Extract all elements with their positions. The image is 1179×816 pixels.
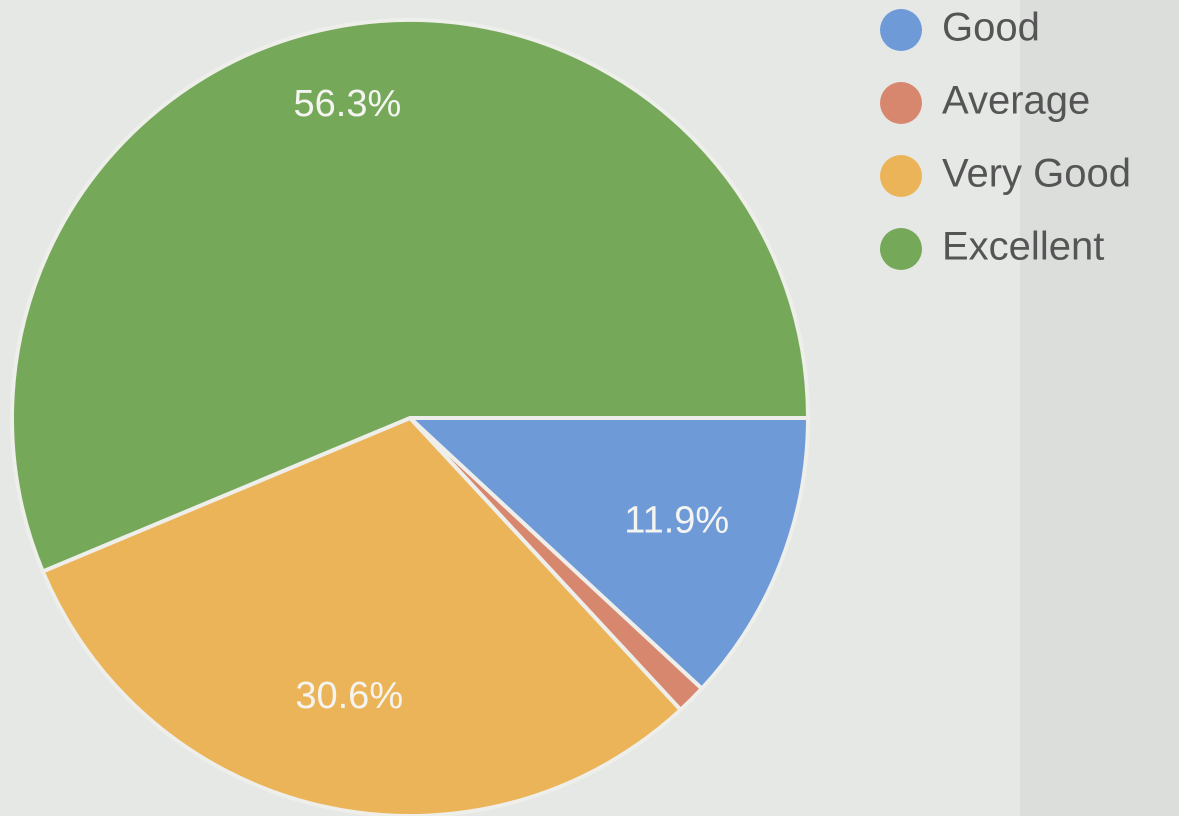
pie-slice (10, 18, 811, 575)
legend-marker (880, 228, 922, 270)
pie-slice (40, 415, 684, 816)
pie-slice (404, 416, 811, 692)
legend-label: Good (942, 6, 1040, 50)
slice-label: 11.9% (624, 500, 729, 542)
slice-label: 30.6% (295, 675, 403, 717)
legend-label: Average (942, 79, 1090, 123)
slice-label: 56.3% (294, 83, 402, 125)
legend-marker (880, 82, 922, 124)
legend-marker (880, 9, 922, 51)
legend-label: Excellent (942, 225, 1104, 269)
legend-label: Very Good (942, 152, 1131, 196)
background-shade (1020, 0, 1179, 816)
legend-marker (880, 155, 922, 197)
